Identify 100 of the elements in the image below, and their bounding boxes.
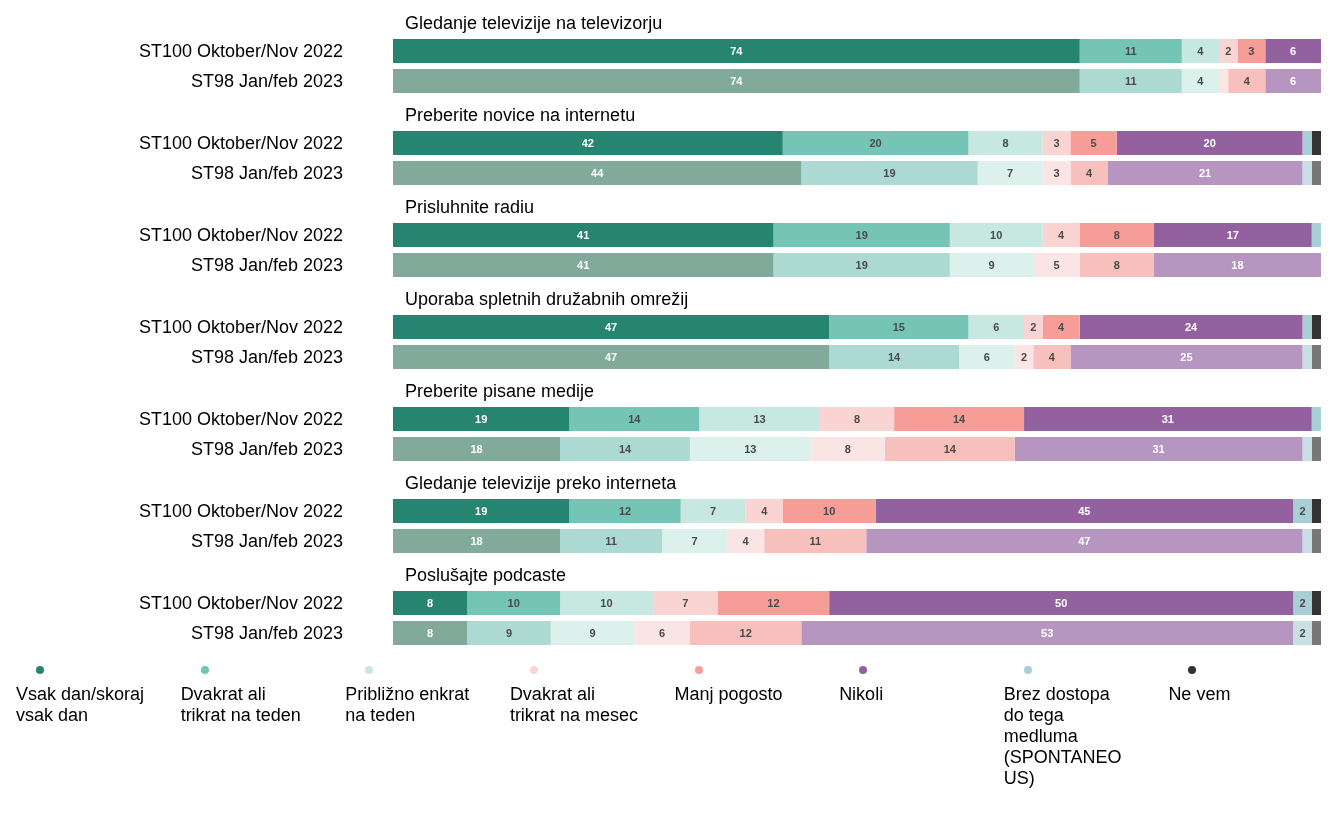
data-label: 6 — [983, 351, 990, 364]
y-tick-label: ST100 Oktober/Nov 2022 — [138, 132, 343, 153]
data-label: 8 — [427, 627, 434, 640]
chart-title: Gledanje televizije na televizorju — [405, 12, 663, 33]
bar — [393, 161, 802, 185]
data-label: 14 — [887, 351, 902, 364]
bar — [773, 253, 950, 277]
bar — [560, 591, 653, 615]
data-label: 8 — [844, 443, 851, 456]
data-label: 8 — [1002, 137, 1009, 150]
data-label: 4 — [1197, 45, 1205, 58]
bar — [1293, 591, 1312, 615]
bar — [884, 437, 1015, 461]
legend-label: Manj pogosto — [674, 684, 784, 705]
data-label: 11 — [1124, 45, 1137, 58]
bar — [393, 253, 774, 277]
data-label: 17 — [1226, 229, 1239, 242]
data-label: 4 — [1243, 75, 1251, 88]
bar — [977, 161, 1043, 185]
data-label: 4 — [1058, 229, 1066, 242]
bar — [393, 529, 561, 553]
bar — [1042, 223, 1080, 247]
bar — [1079, 315, 1303, 339]
data-label: 5 — [1053, 259, 1060, 272]
chart-title: Preberite pisane medije — [405, 380, 595, 401]
bar — [1042, 131, 1071, 155]
bar — [1042, 161, 1071, 185]
bar — [894, 407, 1025, 431]
bar — [782, 131, 969, 155]
bar — [764, 529, 867, 553]
bar — [727, 529, 765, 553]
data-label: 31 — [1152, 443, 1165, 456]
bar — [393, 69, 1080, 93]
bar — [569, 407, 700, 431]
data-label: 10 — [600, 597, 613, 610]
data-label: 3 — [1248, 45, 1255, 58]
bar — [1293, 499, 1312, 523]
bar — [560, 437, 690, 461]
bar — [782, 499, 876, 523]
data-label: 2 — [1020, 351, 1028, 364]
data-label: 44 — [591, 167, 605, 180]
bar — [689, 621, 802, 645]
bar — [1116, 131, 1303, 155]
data-label: 4 — [1085, 167, 1093, 180]
bar — [393, 499, 570, 523]
data-label: 18 — [1231, 259, 1244, 272]
data-label: 14 — [943, 443, 957, 456]
bar — [968, 131, 1043, 155]
data-label: 45 — [1078, 505, 1091, 518]
data-label: 20 — [869, 137, 882, 150]
bar — [1311, 161, 1321, 185]
data-label: 31 — [1161, 413, 1175, 426]
bar — [393, 39, 1080, 63]
y-tick-label: ST100 Oktober/Nov 2022 — [138, 316, 343, 337]
legend-label: Ne vem — [1168, 684, 1232, 705]
data-label: 12 — [739, 627, 752, 640]
bar — [1311, 345, 1321, 369]
data-label: 3 — [1053, 167, 1060, 180]
y-tick-label: ST98 Jan/feb 2023 — [190, 622, 343, 643]
data-label: 8 — [1113, 229, 1120, 242]
legend-label: Dvakrat ali trikrat na mesec — [509, 684, 639, 726]
data-label: 2 — [1299, 505, 1306, 518]
bar — [1265, 39, 1321, 63]
data-label: 24 — [1184, 321, 1199, 334]
bar — [393, 621, 468, 645]
chart-title: Gledanje televizije preko interneta — [405, 472, 678, 493]
bar — [959, 345, 1015, 369]
data-label: 15 — [892, 321, 905, 334]
bar — [1042, 315, 1080, 339]
data-label: 9 — [589, 627, 596, 640]
data-label: 11 — [809, 535, 822, 548]
chart-title: Uporaba spletnih družabnih omrežij — [405, 288, 689, 309]
data-label: 6 — [659, 627, 666, 640]
bar — [652, 591, 718, 615]
bar — [393, 591, 468, 615]
bar — [801, 621, 1294, 645]
data-label: 25 — [1180, 351, 1193, 364]
data-label: 9 — [505, 627, 513, 640]
data-label: 4 — [742, 535, 750, 548]
bar — [467, 621, 551, 645]
data-label: 12 — [618, 505, 632, 518]
bar — [949, 253, 1034, 277]
bar — [1033, 253, 1080, 277]
y-tick-label: ST100 Oktober/Nov 2022 — [138, 224, 343, 245]
data-label: 50 — [1055, 597, 1068, 610]
data-label: 14 — [618, 443, 632, 456]
data-label: 41 — [577, 259, 590, 272]
data-label: 4 — [1048, 351, 1056, 364]
bar — [393, 131, 783, 155]
bar — [1302, 529, 1312, 553]
bar — [1293, 621, 1312, 645]
bar — [1070, 345, 1303, 369]
data-label: 8 — [427, 597, 434, 610]
bar — [1311, 131, 1321, 155]
data-label: 4 — [761, 505, 769, 518]
data-label: 11 — [605, 535, 617, 548]
bar — [393, 315, 830, 339]
y-tick-label: ST100 Oktober/Nov 2022 — [138, 592, 343, 613]
data-label: 10 — [507, 597, 520, 610]
bar — [1153, 223, 1312, 247]
